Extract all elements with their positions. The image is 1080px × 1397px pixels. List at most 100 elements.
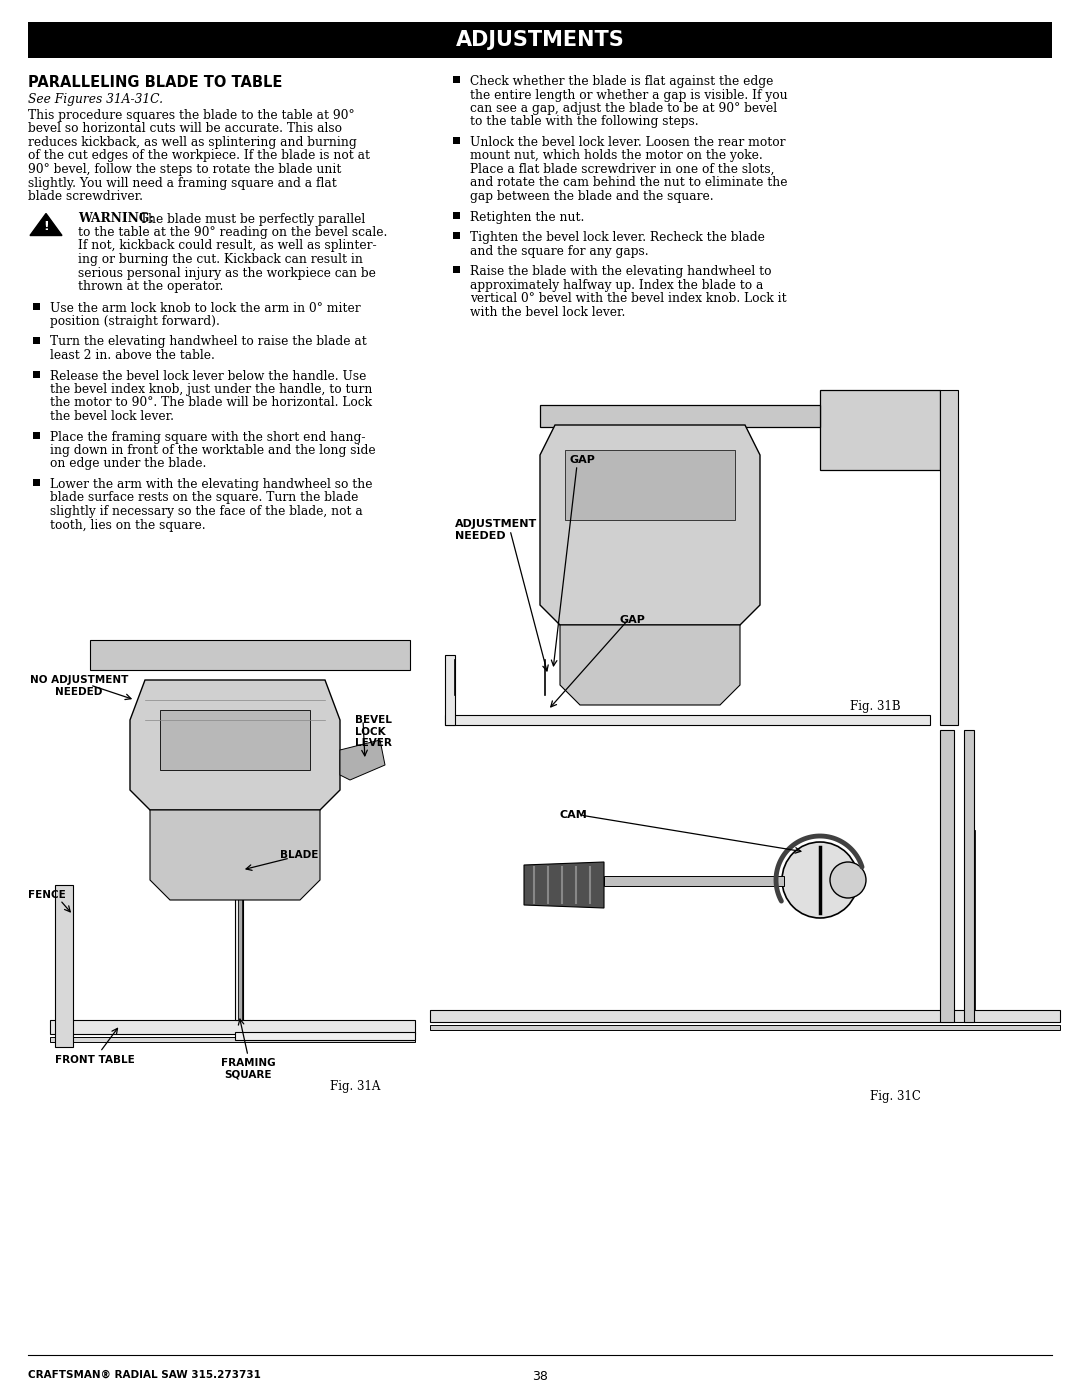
Text: FENCE: FENCE: [28, 890, 66, 900]
Text: BEVEL
LOCK
LEVER: BEVEL LOCK LEVER: [355, 715, 392, 749]
Text: FRONT TABLE: FRONT TABLE: [55, 1055, 135, 1065]
Text: Check whether the blade is flat against the edge: Check whether the blade is flat against …: [470, 75, 773, 88]
Bar: [445, 655, 455, 725]
Bar: [430, 1025, 1059, 1030]
Text: the entire length or whether a gap is visible. If you: the entire length or whether a gap is vi…: [470, 88, 787, 102]
Bar: [90, 640, 410, 671]
Bar: [33, 479, 40, 486]
Text: Retighten the nut.: Retighten the nut.: [470, 211, 584, 224]
Polygon shape: [130, 680, 340, 810]
Text: to the table at the 90° reading on the bevel scale.: to the table at the 90° reading on the b…: [78, 226, 388, 239]
Text: gap between the blade and the square.: gap between the blade and the square.: [470, 190, 714, 203]
Text: Tighten the bevel lock lever. Recheck the blade: Tighten the bevel lock lever. Recheck th…: [470, 231, 765, 244]
Text: of the cut edges of the workpiece. If the blade is not at: of the cut edges of the workpiece. If th…: [28, 149, 370, 162]
Bar: [55, 886, 73, 1046]
Bar: [33, 337, 40, 344]
Text: Fig. 31C: Fig. 31C: [870, 1090, 921, 1104]
Bar: [970, 830, 975, 1010]
Polygon shape: [340, 740, 384, 780]
Bar: [453, 265, 460, 272]
Bar: [445, 715, 930, 725]
Text: See Figures 31A-31C.: See Figures 31A-31C.: [28, 94, 163, 106]
Text: position (straight forward).: position (straight forward).: [50, 314, 220, 328]
Text: Raise the blade with the elevating handwheel to: Raise the blade with the elevating handw…: [470, 265, 771, 278]
Text: least 2 in. above the table.: least 2 in. above the table.: [50, 349, 215, 362]
Text: reduces kickback, as well as splintering and burning: reduces kickback, as well as splintering…: [28, 136, 356, 149]
Bar: [235, 886, 243, 1020]
Text: on edge under the blade.: on edge under the blade.: [50, 457, 206, 471]
Bar: [604, 876, 784, 886]
Text: and rotate the cam behind the nut to eliminate the: and rotate the cam behind the nut to eli…: [470, 176, 787, 190]
Text: can see a gap, adjust the blade to be at 90° bevel: can see a gap, adjust the blade to be at…: [470, 102, 778, 115]
Bar: [453, 232, 460, 239]
Text: mount nut, which holds the motor on the yoke.: mount nut, which holds the motor on the …: [470, 149, 762, 162]
Text: vertical 0° bevel with the bevel index knob. Lock it: vertical 0° bevel with the bevel index k…: [470, 292, 786, 305]
Bar: [964, 731, 974, 1023]
Text: Use the arm lock knob to lock the arm in 0° miter: Use the arm lock knob to lock the arm in…: [50, 302, 361, 314]
Circle shape: [831, 862, 866, 898]
Bar: [540, 405, 820, 427]
Bar: [453, 211, 460, 218]
Text: This procedure squares the blade to the table at 90°: This procedure squares the blade to the …: [28, 109, 354, 122]
Text: Place the framing square with the short end hang-: Place the framing square with the short …: [50, 430, 365, 443]
Bar: [453, 75, 460, 82]
Bar: [820, 390, 940, 469]
Text: bevel so horizontal cuts will be accurate. This also: bevel so horizontal cuts will be accurat…: [28, 123, 342, 136]
Text: tooth, lies on the square.: tooth, lies on the square.: [50, 518, 205, 531]
Text: ing down in front of the worktable and the long side: ing down in front of the worktable and t…: [50, 444, 376, 457]
Text: 90° bevel, follow the steps to rotate the blade unit: 90° bevel, follow the steps to rotate th…: [28, 163, 341, 176]
Text: !: !: [43, 221, 49, 233]
Text: slightly. You will need a framing square and a flat: slightly. You will need a framing square…: [28, 176, 337, 190]
Bar: [50, 1020, 415, 1034]
Text: PARALLELING BLADE TO TABLE: PARALLELING BLADE TO TABLE: [28, 75, 282, 89]
Bar: [33, 432, 40, 439]
Polygon shape: [540, 425, 760, 624]
Polygon shape: [524, 862, 604, 908]
Text: GAP: GAP: [570, 455, 596, 465]
Bar: [160, 710, 310, 770]
Bar: [565, 450, 735, 520]
Text: Unlock the bevel lock lever. Loosen the rear motor: Unlock the bevel lock lever. Loosen the …: [470, 136, 785, 149]
Text: The blade must be perfectly parallel: The blade must be perfectly parallel: [136, 212, 365, 225]
Text: slightly if necessary so the face of the blade, not a: slightly if necessary so the face of the…: [50, 504, 363, 518]
Text: Turn the elevating handwheel to raise the blade at: Turn the elevating handwheel to raise th…: [50, 335, 367, 348]
Text: CRAFTSMAN® RADIAL SAW 315.273731: CRAFTSMAN® RADIAL SAW 315.273731: [28, 1370, 261, 1380]
Text: approximately halfway up. Index the blade to a: approximately halfway up. Index the blad…: [470, 278, 764, 292]
Polygon shape: [561, 624, 740, 705]
Text: the bevel lock lever.: the bevel lock lever.: [50, 409, 174, 423]
Text: thrown at the operator.: thrown at the operator.: [78, 279, 224, 293]
Bar: [33, 303, 40, 310]
Text: If not, kickback could result, as well as splinter-: If not, kickback could result, as well a…: [78, 239, 377, 253]
Text: WARNING:: WARNING:: [78, 212, 153, 225]
Text: and the square for any gaps.: and the square for any gaps.: [470, 244, 649, 257]
Text: 38: 38: [532, 1370, 548, 1383]
Polygon shape: [30, 214, 62, 236]
Bar: [940, 731, 954, 1023]
Text: Place a flat blade screwdriver in one of the slots,: Place a flat blade screwdriver in one of…: [470, 163, 774, 176]
Text: blade screwdriver.: blade screwdriver.: [28, 190, 143, 203]
Text: blade surface rests on the square. Turn the blade: blade surface rests on the square. Turn …: [50, 492, 359, 504]
Text: ADJUSTMENTS: ADJUSTMENTS: [456, 29, 624, 50]
Text: CAM: CAM: [561, 810, 588, 820]
Text: FRAMING
SQUARE: FRAMING SQUARE: [220, 1058, 275, 1080]
Bar: [50, 1037, 415, 1042]
Text: ing or burning the cut. Kickback can result in: ing or burning the cut. Kickback can res…: [78, 253, 363, 265]
Text: Lower the arm with the elevating handwheel so the: Lower the arm with the elevating handwhe…: [50, 478, 373, 490]
Bar: [430, 1010, 1059, 1023]
Text: the bevel index knob, just under the handle, to turn: the bevel index knob, just under the han…: [50, 383, 373, 395]
Text: to the table with the following steps.: to the table with the following steps.: [470, 116, 699, 129]
Text: GAP: GAP: [620, 615, 646, 624]
Circle shape: [782, 842, 858, 918]
Bar: [33, 370, 40, 377]
Text: BLADE: BLADE: [280, 849, 319, 861]
Polygon shape: [150, 810, 320, 900]
Text: with the bevel lock lever.: with the bevel lock lever.: [470, 306, 625, 319]
Text: ADJUSTMENT
NEEDED: ADJUSTMENT NEEDED: [455, 520, 537, 541]
Bar: [940, 390, 958, 725]
Bar: [28, 22, 1052, 59]
Text: serious personal injury as the workpiece can be: serious personal injury as the workpiece…: [78, 267, 376, 279]
Bar: [235, 1032, 415, 1039]
Bar: [453, 137, 460, 144]
Text: Fig. 31A: Fig. 31A: [330, 1080, 380, 1092]
Bar: [238, 810, 242, 1020]
